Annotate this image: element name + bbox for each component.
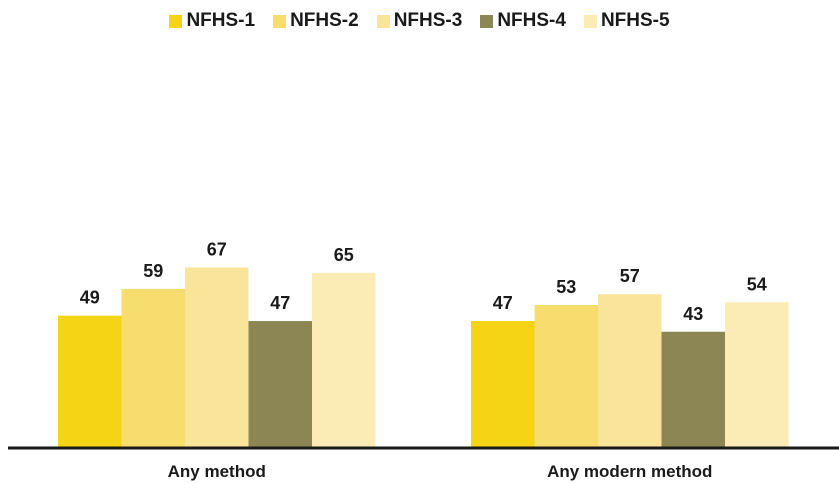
data-label: 49 xyxy=(80,288,100,308)
bar-nfhs-2-2 xyxy=(534,304,598,447)
data-label: 57 xyxy=(620,266,640,286)
data-label: 65 xyxy=(334,245,354,265)
data-label: 67 xyxy=(207,239,227,259)
category-label: Any method xyxy=(168,462,266,481)
data-label: 54 xyxy=(747,274,767,294)
data-label: 47 xyxy=(493,293,513,313)
legend-item-1: NFHS-1 xyxy=(169,10,255,32)
data-label: 43 xyxy=(683,304,703,324)
legend-item-4: NFHS-4 xyxy=(480,10,566,32)
category-label: Any modern method xyxy=(547,462,712,481)
legend-label: NFHS-4 xyxy=(497,10,566,31)
legend-label: NFHS-1 xyxy=(186,10,256,31)
data-label: 59 xyxy=(143,261,163,281)
legend-label: NFHS-5 xyxy=(600,10,670,31)
bar-nfhs-4-1 xyxy=(248,321,312,447)
legend-swatch xyxy=(169,14,183,28)
chart-legend: NFHS-1 NFHS-2 NFHS-3 NFHS-4 NFHS-5 xyxy=(0,10,839,32)
data-label: 47 xyxy=(270,293,290,313)
bar-nfhs-3-1 xyxy=(185,267,249,447)
data-label: 53 xyxy=(556,277,576,297)
legend-swatch xyxy=(376,14,390,28)
legend-label: NFHS-2 xyxy=(290,10,359,31)
bar-nfhs-3-2 xyxy=(598,294,662,447)
bar-nfhs-2-1 xyxy=(121,288,185,447)
bar-nfhs-1-1 xyxy=(58,315,122,447)
legend-swatch xyxy=(480,14,494,28)
bar-nfhs-4-2 xyxy=(661,331,725,447)
legend-item-3: NFHS-3 xyxy=(376,10,463,32)
legend-label: NFHS-3 xyxy=(393,10,463,31)
legend-swatch xyxy=(583,14,597,28)
legend-item-5: NFHS-5 xyxy=(583,10,670,32)
legend-swatch xyxy=(273,14,287,28)
bar-nfhs-5-1 xyxy=(312,272,376,447)
bar-nfhs-1-2 xyxy=(471,321,535,447)
bar-nfhs-5-2 xyxy=(725,302,789,447)
legend-item-2: NFHS-2 xyxy=(273,10,359,32)
